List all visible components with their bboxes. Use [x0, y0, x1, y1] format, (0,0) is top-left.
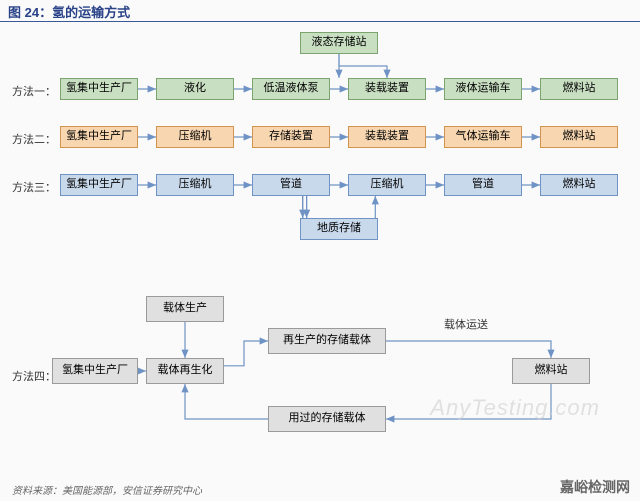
- node-b5: 气体运输车: [444, 126, 522, 148]
- figure-title: 图 24：氢的运输方式: [0, 0, 640, 22]
- node-n0: 液态存储站: [300, 32, 378, 54]
- node-a4: 装载装置: [348, 78, 426, 100]
- node-d3: 再生产的存储载体: [268, 328, 386, 354]
- node-c5: 管道: [444, 174, 522, 196]
- node-a5: 液体运输车: [444, 78, 522, 100]
- row-label: 方法四：: [12, 368, 56, 384]
- node-c2: 压缩机: [156, 174, 234, 196]
- node-b2: 压缩机: [156, 126, 234, 148]
- node-b4: 装载装置: [348, 126, 426, 148]
- watermark-brand: 嘉峪检测网: [560, 477, 630, 497]
- node-d1: 氢集中生产厂: [52, 358, 138, 384]
- node-c3: 管道: [252, 174, 330, 196]
- node-b6: 燃料站: [540, 126, 618, 148]
- source-footer: 资料来源：美国能源部，安信证券研究中心: [12, 482, 202, 497]
- node-d5: 燃料站: [512, 358, 590, 384]
- node-d4: 用过的存储载体: [268, 406, 386, 432]
- node-d2: 载体再生化: [146, 358, 224, 384]
- node-c7: 地质存储: [300, 218, 378, 240]
- node-a6: 燃料站: [540, 78, 618, 100]
- edge-label: 载体运送: [444, 316, 488, 332]
- node-b1: 氢集中生产厂: [60, 126, 138, 148]
- node-c6: 燃料站: [540, 174, 618, 196]
- node-a3: 低温液体泵: [252, 78, 330, 100]
- node-b3: 存储装置: [252, 126, 330, 148]
- row-label: 方法三：: [12, 179, 56, 195]
- row-label: 方法二：: [12, 131, 56, 147]
- row-label: 方法一：: [12, 83, 56, 99]
- node-a1: 氢集中生产厂: [60, 78, 138, 100]
- node-d0: 载体生产: [146, 296, 224, 322]
- node-c1: 氢集中生产厂: [60, 174, 138, 196]
- node-a2: 液化: [156, 78, 234, 100]
- diagram-area: 液态存储站氢集中生产厂液化低温液体泵装载装置液体运输车燃料站氢集中生产厂压缩机存…: [12, 28, 628, 468]
- node-c4: 压缩机: [348, 174, 426, 196]
